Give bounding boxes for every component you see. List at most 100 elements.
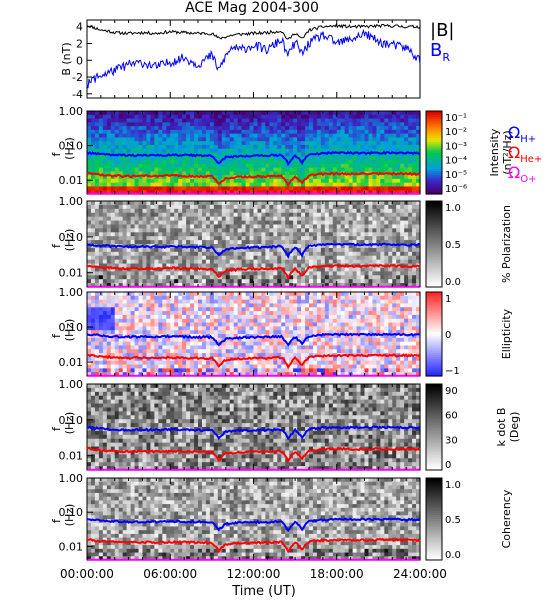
spectrogram-cell xyxy=(131,201,136,206)
spectrogram-cell xyxy=(412,275,417,280)
spectrogram-cell xyxy=(384,252,389,257)
spectrogram-cell xyxy=(214,260,219,265)
spectrogram-cell xyxy=(250,252,255,257)
spectrogram-cell xyxy=(174,201,179,206)
spectrogram-cell xyxy=(178,361,183,365)
spectrogram-cell xyxy=(329,122,334,126)
spectrogram-cell xyxy=(154,361,159,365)
panel-b-frame xyxy=(87,20,420,98)
spectrogram-cell xyxy=(194,275,199,280)
spectrogram-cell xyxy=(111,240,116,245)
spectrogram-cell xyxy=(182,349,187,353)
spectrogram-cell xyxy=(254,137,259,141)
spectrogram-cell xyxy=(226,201,231,206)
spectrogram-cell xyxy=(285,134,290,138)
spectrogram-cell xyxy=(313,221,318,226)
spectrogram-cell xyxy=(341,122,346,126)
spectrogram-cell xyxy=(309,217,314,222)
spectrogram-cell xyxy=(234,345,239,349)
spectrogram-cell xyxy=(150,209,155,214)
spectrogram-cell xyxy=(190,149,195,153)
spectrogram-cell xyxy=(246,168,251,172)
spectrogram-cell xyxy=(285,186,290,190)
spectrogram-cell xyxy=(107,311,112,315)
spectrogram-cell xyxy=(115,248,120,253)
spectrogram-cell xyxy=(194,311,199,315)
spectrogram-cell xyxy=(376,252,381,257)
spectrogram-cell xyxy=(273,368,278,372)
spectrogram-cell xyxy=(91,179,96,183)
spectrogram-cell xyxy=(376,275,381,280)
spectrogram-cell xyxy=(146,236,151,241)
spectrogram-cell xyxy=(400,111,405,115)
spectrogram-cell xyxy=(194,236,199,241)
spectrogram-cell xyxy=(182,342,187,346)
spectrogram-cell xyxy=(230,115,235,119)
spectrogram-cell xyxy=(273,345,278,349)
spectrogram-cell xyxy=(182,164,187,168)
spectrogram-cell xyxy=(99,115,104,119)
spectrogram-cell xyxy=(111,330,116,334)
spectrogram-cell xyxy=(146,126,151,130)
spectrogram-cell xyxy=(91,271,96,276)
spectrogram-cell xyxy=(162,342,167,346)
spectrogram-cell xyxy=(87,168,92,172)
spectrogram-cell xyxy=(313,126,318,130)
spectrogram-cell xyxy=(146,256,151,261)
spectrogram-cell xyxy=(170,130,175,134)
spectrogram-cell xyxy=(146,201,151,206)
spectrogram-cell xyxy=(269,164,274,168)
spectrogram-cell xyxy=(123,303,128,307)
spectrogram-cell xyxy=(250,119,255,123)
spectrogram-cell xyxy=(353,141,358,145)
spectrogram-cell xyxy=(341,160,346,164)
spectrogram-cell xyxy=(87,115,92,119)
spectrogram-cell xyxy=(103,232,108,237)
spectrogram-cell xyxy=(281,323,286,327)
spectrogram-cell xyxy=(234,179,239,183)
spectrogram-cell xyxy=(158,240,163,245)
spectrogram-cell xyxy=(293,275,298,280)
spectrogram-cell xyxy=(269,271,274,276)
spectrogram-cell xyxy=(293,209,298,214)
spectrogram-cell xyxy=(91,213,96,218)
spectrogram-cell xyxy=(127,228,132,233)
spectrogram-cell xyxy=(154,141,159,145)
spectrogram-cell xyxy=(226,224,231,229)
spectrogram-cell xyxy=(127,240,132,245)
spectrogram-cell xyxy=(178,137,183,141)
spectrogram-cell xyxy=(174,315,179,319)
spectrogram-cell xyxy=(289,330,294,334)
spectrogram-cell xyxy=(388,183,393,187)
spectrogram-cell xyxy=(226,252,231,257)
spectrogram-cell xyxy=(158,349,163,353)
spectrogram-cell xyxy=(392,248,397,253)
spectrogram-cell xyxy=(325,209,330,214)
spectrogram-cell xyxy=(230,126,235,130)
spectrogram-cell xyxy=(246,361,251,365)
spectrogram-cell xyxy=(214,345,219,349)
spectrogram-cell xyxy=(146,248,151,253)
spectrogram-cell xyxy=(372,256,377,261)
spectrogram-cell xyxy=(206,156,211,160)
spectrogram-cell xyxy=(242,311,247,315)
spectrogram-cell xyxy=(305,240,310,245)
spectrogram-cell xyxy=(365,126,370,130)
spectrogram-cell xyxy=(143,213,148,218)
spectrogram-cell xyxy=(372,175,377,179)
spectrogram-cell xyxy=(91,260,96,265)
spectrogram-cell xyxy=(289,205,294,210)
spectrogram-cell xyxy=(341,213,346,218)
spectrogram-cell xyxy=(170,232,175,237)
spectrogram-cell xyxy=(182,168,187,172)
spectrogram-cell xyxy=(103,119,108,123)
spectrogram-cell xyxy=(119,236,124,241)
spectrogram-cell xyxy=(305,228,310,233)
spectrogram-cell xyxy=(214,236,219,241)
spectrogram-cell xyxy=(166,224,171,229)
spectrogram-cell xyxy=(186,122,191,126)
spectrogram-cell xyxy=(293,303,298,307)
spectrogram-cell xyxy=(119,307,124,311)
spectrogram-cell xyxy=(234,368,239,372)
spectrogram-cell xyxy=(186,315,191,319)
